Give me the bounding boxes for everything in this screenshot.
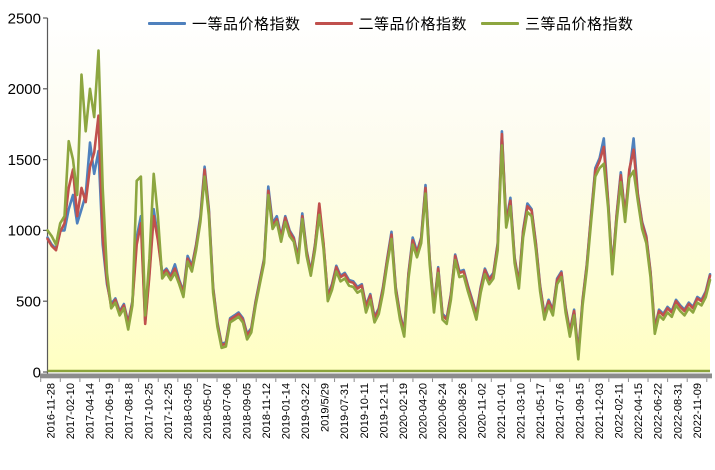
x-tick-label: 2021-07-16	[555, 383, 567, 439]
x-tick-label: 2022-04-15	[633, 383, 645, 439]
y-tick-label: 2500	[8, 10, 41, 27]
x-tick-label: 2019/5/29	[320, 383, 332, 432]
x-tick-label: 2017-06-19	[104, 383, 116, 439]
series-line-3	[46, 49, 712, 361]
x-tick-label: 2021-03-10	[516, 383, 528, 439]
x-tick-label: 2017-10-25	[143, 383, 155, 439]
x-tick-label: 2016-11-28	[45, 383, 57, 438]
x-tick-label: 2019-01-14	[280, 383, 292, 439]
legend: 一等品价格指数 二等品价格指数 三等品价格指数	[148, 13, 634, 34]
x-tick-label: 2021-09-15	[574, 383, 586, 439]
x-tick-label: 2020-08-26	[457, 383, 469, 439]
x-tick-label: 2018-03-05	[182, 383, 194, 439]
legend-line-swatch-grade2-icon	[314, 21, 353, 26]
x-tick-label: 2021-05-17	[535, 383, 547, 439]
y-tick-label: 500	[16, 293, 41, 310]
y-tick-label: 2000	[8, 81, 41, 98]
legend-label-grade1: 一等品价格指数	[192, 16, 301, 33]
legend-label-grade3: 三等品价格指数	[525, 16, 634, 33]
legend-item-grade3: 三等品价格指数	[481, 13, 634, 34]
x-tick-label: 2022-06-22	[653, 383, 665, 439]
y-tick-label: 1500	[8, 152, 41, 169]
y-tick-label: 0	[33, 364, 41, 381]
x-tick-label: 2017-12-25	[163, 383, 175, 439]
x-tick-label: 2018-11-12	[261, 383, 273, 438]
x-tick-label: 2020-02-19	[398, 383, 410, 439]
legend-label-grade2: 二等品价格指数	[358, 16, 468, 33]
legend-line-swatch-grade1-icon	[148, 21, 186, 26]
x-tick-label: 2019-07-31	[339, 383, 351, 439]
legend-line-swatch-grade3-icon	[481, 21, 520, 26]
x-tick-label: 2020-11-02	[476, 383, 488, 438]
x-tick-label: 2022-11-09	[692, 383, 704, 438]
x-tick-label: 2017-02-10	[65, 383, 77, 439]
legend-item-grade1: 一等品价格指数	[148, 13, 301, 34]
x-tick-label: 2019-03-22	[300, 383, 312, 439]
x-axis-base-bar	[40, 373, 712, 379]
x-tick-label: 2022-08-31	[672, 383, 684, 439]
x-tick-label: 2021-01-01	[496, 383, 508, 439]
x-tick-label: 2020-06-24	[437, 383, 449, 439]
x-tick-label: 2017-04-14	[85, 383, 97, 439]
y-tick-label: 1000	[8, 223, 41, 240]
x-tick-label: 2019-12-11	[378, 383, 390, 438]
x-tick-label: 2018-07-06	[222, 383, 234, 439]
x-tick-label: 2021-12-03	[594, 383, 606, 439]
x-tick-label: 2018-09-05	[241, 383, 253, 439]
x-tick-label: 2018-05-07	[202, 383, 214, 439]
legend-item-grade2: 二等品价格指数	[314, 13, 468, 34]
x-tick-label: 2020-04-20	[418, 383, 430, 439]
x-tick-label: 2019-10-11	[359, 383, 371, 438]
x-tick-label: 2017-08-18	[124, 383, 136, 439]
x-tick-label: 2022-02-11	[613, 383, 625, 438]
